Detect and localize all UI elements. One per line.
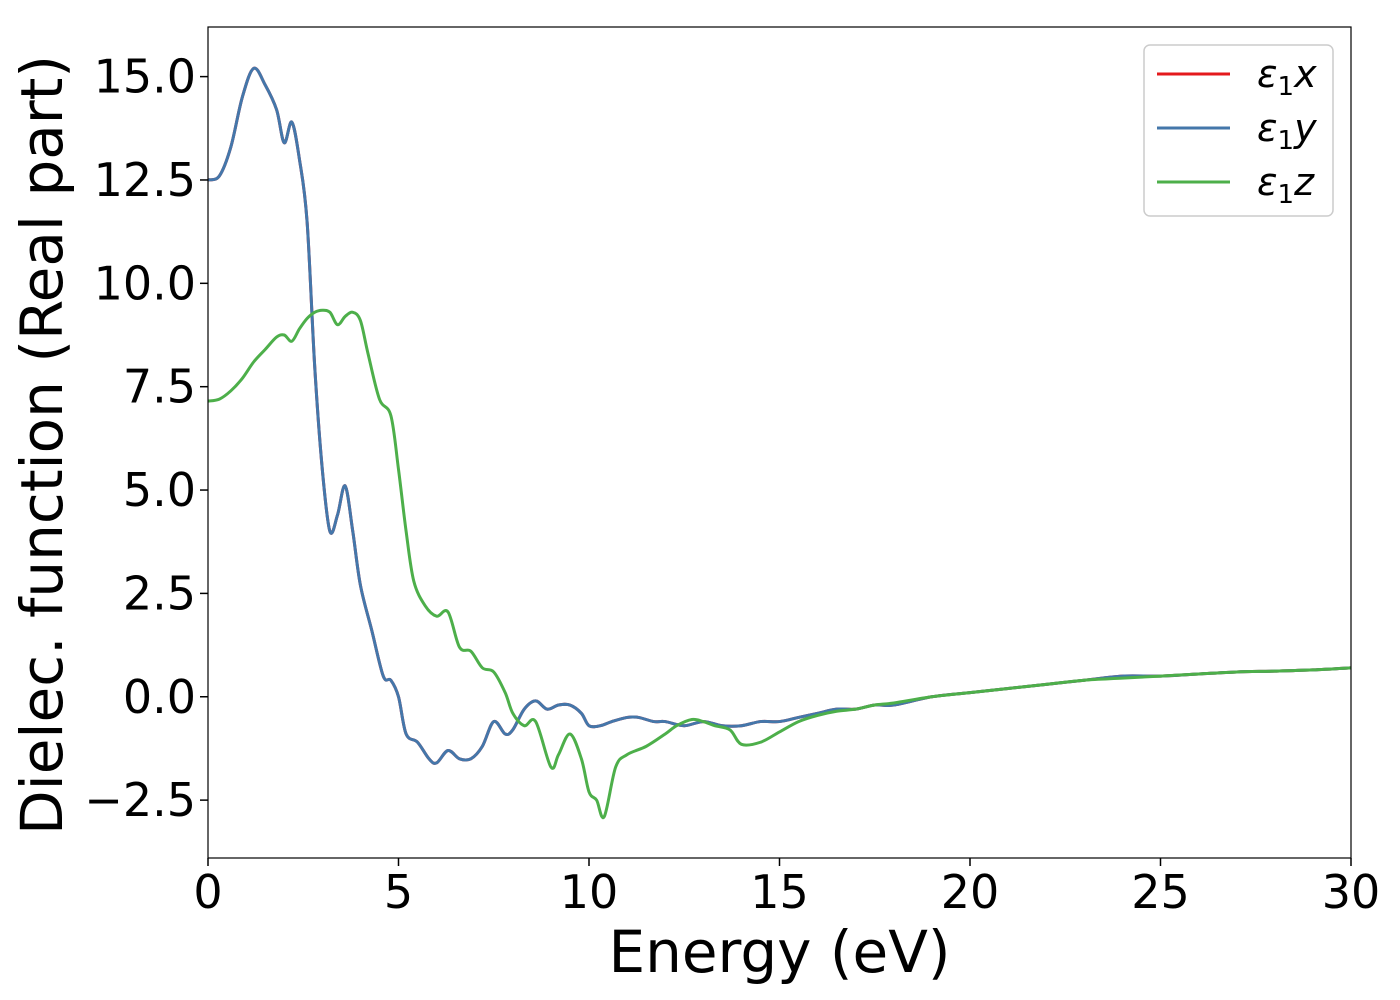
- x-axis: 0 5 10 15 20 25 30: [193, 858, 1380, 919]
- series-line-z: [208, 308, 1351, 820]
- x-tick-label: 0: [193, 865, 222, 919]
- y-tick-label: 5.0: [123, 463, 196, 517]
- y-axis-title: Dielec. function (Real part): [8, 55, 76, 835]
- legend-label-z: ε1z: [1257, 160, 1315, 210]
- y-tick-label: 10.0: [94, 256, 196, 310]
- x-tick-label: 15: [750, 865, 809, 919]
- y-tick-label: 7.5: [123, 360, 196, 414]
- y-tick-label: 2.5: [123, 566, 196, 620]
- x-axis-title: Energy (eV): [608, 918, 950, 986]
- y-tick-label: 0.0: [123, 670, 196, 724]
- x-tick-label: 30: [1322, 865, 1381, 919]
- y-tick-label: −2.5: [84, 773, 196, 827]
- x-tick-label: 5: [384, 865, 413, 919]
- series-layer: [208, 66, 1351, 820]
- x-tick-label: 25: [1131, 865, 1190, 919]
- series-line-y: [208, 66, 1351, 765]
- legend-label-y: ε1y: [1257, 106, 1317, 156]
- x-tick-label: 20: [941, 865, 1000, 919]
- y-axis: −2.5 0.0 2.5 5.0 7.5 10.0 12.5 15.0: [84, 50, 208, 827]
- legend-box: [1143, 44, 1334, 217]
- y-tick-label: 12.5: [94, 153, 196, 207]
- x-tick-label: 10: [560, 865, 619, 919]
- y-tick-label: 15.0: [94, 50, 196, 104]
- legend-label-x: ε1x: [1257, 52, 1317, 102]
